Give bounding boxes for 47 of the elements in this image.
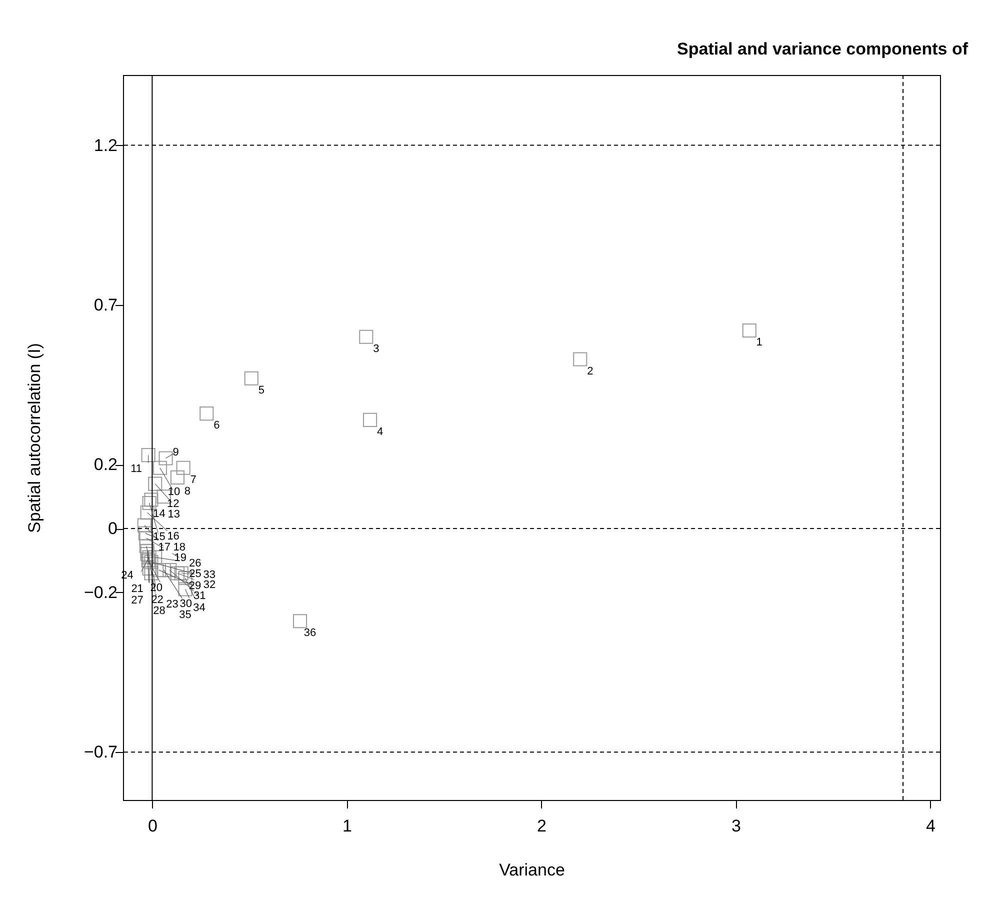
x-tick-label: 2	[536, 816, 546, 836]
annotation: 9	[172, 446, 179, 458]
x-tick-label: 1	[342, 816, 352, 836]
y-tick-label: 0.2	[94, 455, 118, 474]
annotation: 25	[189, 568, 202, 580]
annotation: 27	[131, 594, 144, 606]
annotation: 35	[179, 609, 192, 622]
annotation: 1	[756, 336, 762, 349]
annotation: 2	[587, 365, 594, 378]
y-tick-label: 1.2	[94, 136, 118, 155]
annotation: 32	[203, 579, 216, 592]
x-tick-label: 0	[148, 816, 158, 836]
annotation: 33	[203, 569, 216, 582]
x-axis-title: Variance	[499, 860, 565, 880]
annotation: 16	[167, 530, 180, 543]
annotation: 21	[131, 582, 144, 595]
y-tick-label: 0	[108, 519, 118, 538]
annotation: 11	[130, 463, 142, 476]
annotation: 12	[166, 498, 180, 510]
annotation: 34	[193, 602, 206, 614]
annotation: 29	[188, 580, 202, 592]
annotation: 18	[173, 541, 186, 554]
x-tick-label: 3	[732, 816, 741, 836]
annotation: 13	[168, 508, 180, 521]
annotation: 5	[258, 384, 264, 396]
annotation: 6	[214, 420, 220, 432]
annotation: 8	[184, 485, 191, 498]
y-tick-label: −0.2	[84, 582, 118, 602]
annotation: 36	[304, 627, 316, 640]
annotation: 30	[180, 598, 192, 610]
annotation: 31	[194, 590, 206, 602]
annotation: 7	[190, 474, 196, 486]
annotation: 14	[153, 508, 166, 520]
y-tick-label: 0.7	[94, 295, 118, 314]
annotation: 15	[153, 530, 166, 543]
annotation: 28	[153, 605, 166, 618]
annotation: 26	[188, 557, 202, 570]
y-axis-title: Spatial autocorrelation (I)	[24, 343, 44, 533]
annotation: 19	[174, 552, 186, 564]
x-tick-label: 4	[926, 816, 936, 836]
annotation: 4	[376, 426, 384, 438]
annotation: 17	[158, 541, 171, 554]
y-tick-label: −0.7	[84, 742, 118, 762]
annotation: 23	[166, 598, 178, 610]
annotation: 10	[168, 486, 180, 498]
annotation: 3	[373, 342, 380, 355]
chart-title: Spatial and variance components of	[677, 40, 968, 58]
